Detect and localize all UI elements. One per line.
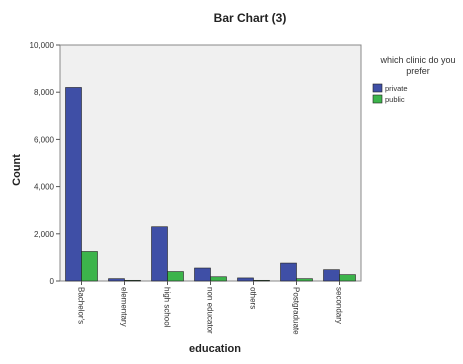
y-tick-label: 4,000 — [34, 183, 55, 192]
y-tick-label: 6,000 — [34, 135, 55, 144]
x-category-label: Bachelor's — [77, 287, 86, 324]
y-tick-label: 2,000 — [34, 230, 55, 239]
bar-public — [124, 279, 141, 282]
bar-private — [194, 267, 211, 282]
bar-public — [167, 271, 184, 282]
bar-private — [151, 226, 168, 282]
x-category-label: others — [249, 287, 258, 309]
legend-swatch-private — [372, 83, 383, 93]
plot-frame — [59, 44, 362, 282]
legend: which clinic do you prefer private public — [372, 55, 456, 104]
bar-private — [237, 277, 254, 282]
bar-public — [253, 279, 270, 282]
legend-label-public: public — [385, 95, 405, 104]
y-tick-label: 8,000 — [34, 88, 55, 97]
x-axis-title: education — [189, 343, 241, 355]
y-axis-title: Count — [11, 154, 23, 186]
bar-public — [81, 251, 98, 282]
legend-swatch-public — [372, 94, 383, 104]
legend-title: which clinic do you prefer — [379, 55, 455, 76]
bar-private — [65, 87, 82, 282]
x-category-label: non educator — [206, 287, 215, 334]
bar-private — [108, 278, 125, 282]
bar-public — [296, 278, 313, 282]
x-category-label: high school — [163, 287, 172, 328]
bar-private — [323, 269, 340, 282]
x-category-label: Postgraduate — [292, 287, 301, 335]
bar-private — [280, 262, 297, 282]
bar-public — [339, 274, 356, 282]
legend-label-private: private — [385, 84, 408, 93]
y-tick-label: 0 — [50, 277, 55, 286]
bar-public — [210, 276, 227, 282]
chart-title: Bar Chart (3) — [214, 11, 287, 25]
plot-area: 0 2,000 4,000 6,000 8,000 10,000 Bachelor's ele… — [30, 41, 362, 335]
y-tick-label: 10,000 — [30, 41, 55, 50]
x-category-label: elementary — [120, 287, 129, 327]
x-category-label: secondary — [335, 287, 344, 324]
